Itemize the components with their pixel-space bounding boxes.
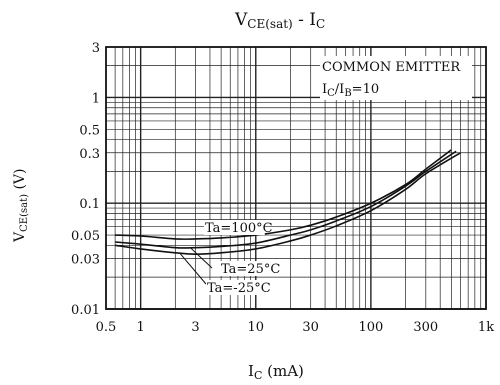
series-labels: Ta=100°C Ta=25°C Ta=-25°C bbox=[179, 220, 280, 296]
series-label-bg bbox=[206, 280, 267, 295]
annotation-ratio: IC/IB=10 bbox=[322, 82, 379, 99]
series-label-leader bbox=[189, 247, 213, 269]
y-tick-labels: 0.01 0.03 0.05 0.1 0.3 0.5 1 3 bbox=[71, 41, 100, 318]
y-tick-label: 0.03 bbox=[71, 253, 100, 268]
y-tick-label: 0.05 bbox=[71, 229, 100, 244]
y-tick-label: 0.3 bbox=[79, 147, 100, 162]
series-line bbox=[115, 149, 452, 240]
series-label: Ta=100°C bbox=[205, 221, 273, 236]
x-tick-label: 100 bbox=[358, 320, 383, 335]
series-line bbox=[115, 150, 457, 249]
x-axis-label: IC (mA) bbox=[248, 362, 304, 382]
series-label: Ta=-25°C bbox=[207, 281, 271, 296]
y-tick-label: 0.5 bbox=[79, 123, 100, 138]
y-tick-label: 1 bbox=[92, 91, 100, 106]
plot-frame bbox=[105, 46, 487, 310]
series-line bbox=[115, 152, 461, 255]
x-tick-label: 10 bbox=[247, 320, 264, 335]
chart-title: VCE(sat) - IC bbox=[234, 10, 325, 31]
x-tick-label: 0.5 bbox=[96, 320, 117, 335]
y-tick-label: 3 bbox=[92, 41, 100, 56]
y-axis-label: VCE(sat) (V) bbox=[12, 169, 30, 243]
series-label-bg bbox=[204, 220, 265, 235]
x-tick-label: 300 bbox=[413, 320, 438, 335]
annotation-bg bbox=[320, 56, 472, 100]
x-tick-labels: 0.5 1 3 10 30 100 300 1k bbox=[96, 320, 495, 335]
series-label: Ta=25°C bbox=[221, 262, 280, 277]
series-label-leader bbox=[179, 253, 207, 285]
x-tick-label: 30 bbox=[302, 320, 319, 335]
annotation-common-emitter: COMMON EMITTER bbox=[322, 60, 461, 75]
y-tick-label: 0.01 bbox=[71, 303, 100, 318]
series-group bbox=[115, 149, 461, 255]
x-tick-label: 1 bbox=[137, 320, 145, 335]
series-label-bg bbox=[220, 261, 274, 276]
x-tick-label: 3 bbox=[191, 320, 199, 335]
x-tick-label: 1k bbox=[478, 320, 494, 335]
y-tick-label: 0.1 bbox=[79, 197, 100, 212]
